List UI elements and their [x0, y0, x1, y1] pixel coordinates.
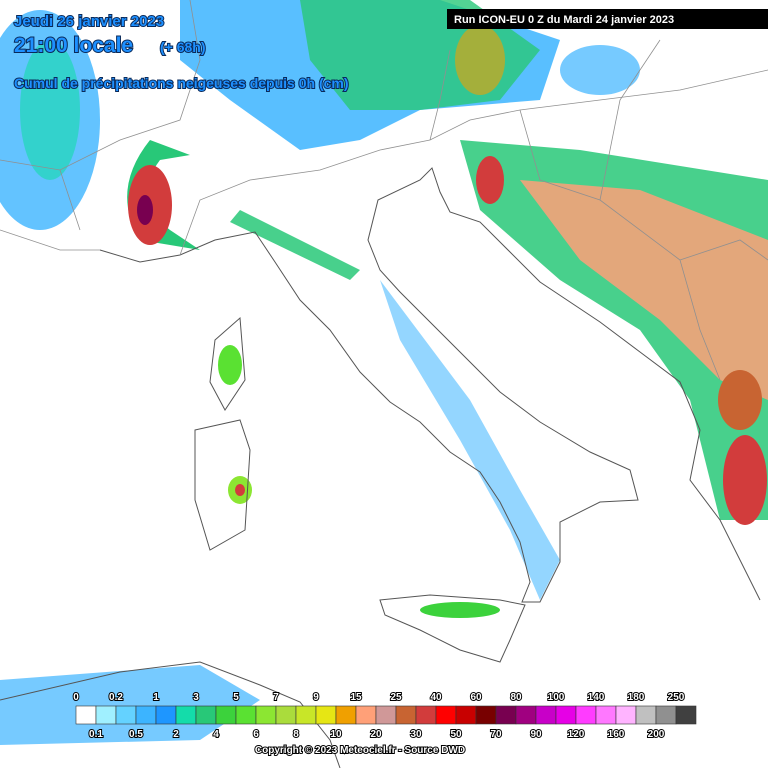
legend-swatch [335, 705, 357, 725]
legend-label: 25 [390, 692, 402, 703]
legend-swatch [655, 705, 677, 725]
forecast-lead: (+ 68h) [160, 39, 206, 55]
legend-swatch [395, 705, 417, 725]
legend-swatch [155, 705, 177, 725]
legend-label: 0.5 [129, 729, 143, 740]
legend-label: 50 [450, 729, 462, 740]
legend-swatch [135, 705, 157, 725]
legend-label: 9 [313, 692, 319, 703]
legend-swatch [495, 705, 517, 725]
legend-swatch [455, 705, 477, 725]
legend-swatch [235, 705, 257, 725]
legend-swatch [75, 705, 97, 725]
legend-swatch [315, 705, 337, 725]
legend-label: 60 [470, 692, 482, 703]
run-box [447, 9, 768, 29]
legend-swatch [555, 705, 577, 725]
legend-swatch [435, 705, 457, 725]
legend-label: 8 [293, 729, 299, 740]
legend-label: 2 [173, 729, 179, 740]
legend-swatch [675, 705, 697, 725]
legend: 0 0.1 0.2 0.5 1 2 3 4 5 6 7 8 9 10 15 20 25 30 40 50 60 70 80 9… [72, 691, 697, 741]
legend-label: 6 [253, 729, 259, 740]
legend-swatch [595, 705, 617, 725]
copyright: Copyright © 2023 Meteociel.fr - Source D… [255, 745, 465, 756]
legend-label: 80 [510, 692, 522, 703]
legend-label: 180 [628, 692, 645, 703]
legend-swatch [115, 705, 137, 725]
legend-swatch [295, 705, 317, 725]
forecast-date: Jeudi 26 janvier 2023 [14, 13, 164, 30]
legend-label: 1 [153, 692, 159, 703]
legend-swatch [415, 705, 437, 725]
forecast-time: 21:00 locale [14, 34, 133, 57]
legend-swatch [375, 705, 397, 725]
legend-label: 10 [330, 729, 342, 740]
legend-swatch [255, 705, 277, 725]
legend-label: 3 [193, 692, 199, 703]
legend-swatch [615, 705, 637, 725]
legend-label: 90 [530, 729, 542, 740]
legend-swatch [355, 705, 377, 725]
legend-label: 160 [608, 729, 625, 740]
legend-label: 250 [668, 692, 685, 703]
run-label: Run ICON-EU 0 Z du Mardi 24 janvier 2023 [454, 14, 674, 26]
borders [0, 0, 768, 381]
legend-label: 20 [370, 729, 382, 740]
snow-fields [0, 0, 768, 745]
legend-label: 120 [568, 729, 585, 740]
map-title: Cumul de précipitations neigeuses depuis… [14, 75, 349, 91]
legend-label: 30 [410, 729, 422, 740]
legend-label: 4 [213, 729, 219, 740]
legend-swatch [515, 705, 537, 725]
legend-label: 40 [430, 692, 442, 703]
legend-label: 15 [350, 692, 362, 703]
legend-swatch [275, 705, 297, 725]
legend-swatch [635, 705, 657, 725]
legend-swatch [215, 705, 237, 725]
legend-label: 0 [73, 692, 79, 703]
legend-swatch [195, 705, 217, 725]
legend-swatch [475, 705, 497, 725]
coastlines [0, 167, 761, 768]
legend-label: 100 [548, 692, 565, 703]
legend-swatch [175, 705, 197, 725]
legend-label: 0.2 [109, 692, 123, 703]
legend-label: 70 [490, 729, 502, 740]
legend-swatch [535, 705, 557, 725]
legend-label: 7 [273, 692, 279, 703]
legend-swatch [575, 705, 597, 725]
legend-label: 5 [233, 692, 239, 703]
legend-label: 200 [648, 729, 665, 740]
legend-label: 0.1 [89, 729, 103, 740]
legend-swatch [95, 705, 117, 725]
legend-label: 140 [588, 692, 605, 703]
